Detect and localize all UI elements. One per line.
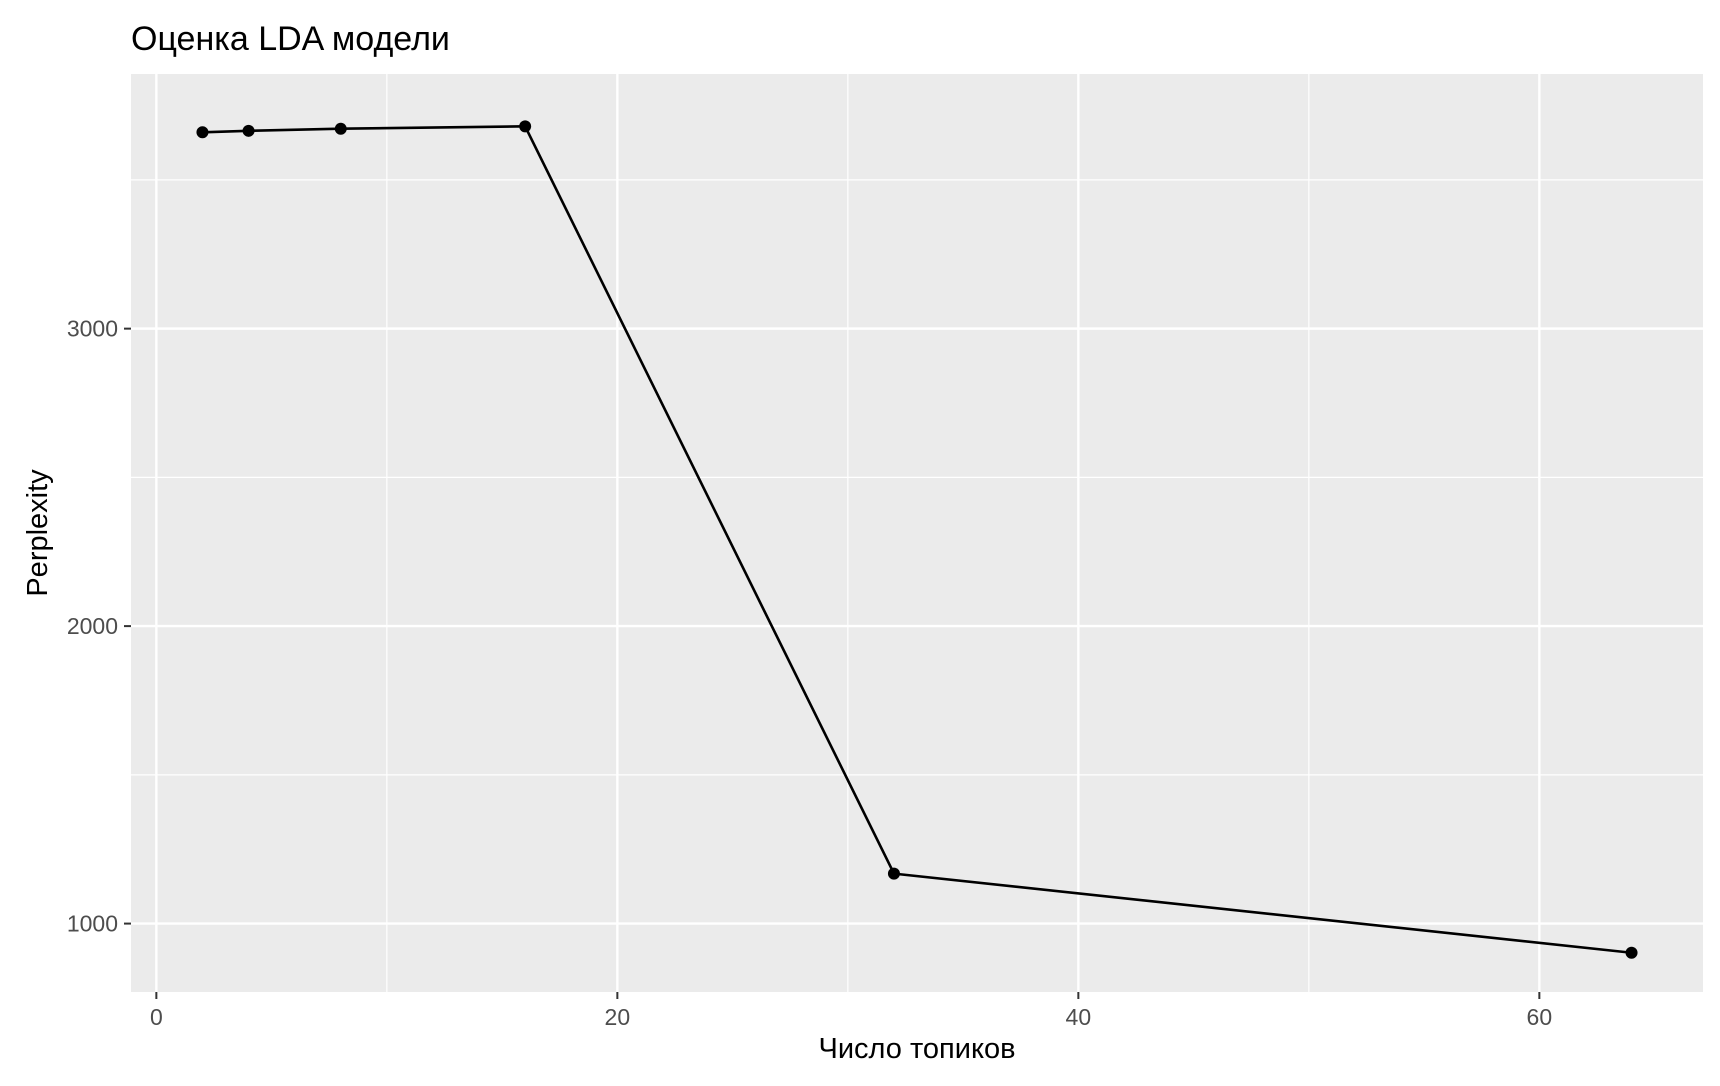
data-point	[1625, 946, 1638, 959]
y-tick-label: 1000	[67, 911, 118, 937]
grid-major	[131, 74, 1703, 992]
axis-ticks: 0 20 40 60 1000 2000 3000	[67, 316, 1552, 1030]
series	[196, 120, 1638, 959]
x-tick-label: 60	[1527, 1004, 1553, 1030]
y-axis-title: Perplexity	[22, 469, 54, 597]
x-tick-label: 40	[1066, 1004, 1092, 1030]
data-point	[334, 122, 347, 135]
x-tick-label: 20	[605, 1004, 631, 1030]
grid-minor	[131, 74, 1703, 992]
y-tick-label: 3000	[67, 316, 118, 342]
plot-panel	[131, 74, 1703, 992]
x-tick-label: 0	[150, 1004, 163, 1030]
data-point	[196, 126, 209, 139]
data-point	[887, 867, 900, 880]
data-point	[242, 124, 255, 137]
series-line	[202, 125, 1632, 955]
data-point	[519, 120, 532, 133]
chart-title: Оценка LDA модели	[131, 20, 450, 58]
x-axis-title: Число топиков	[819, 1033, 1016, 1065]
y-tick-label: 2000	[67, 613, 118, 639]
